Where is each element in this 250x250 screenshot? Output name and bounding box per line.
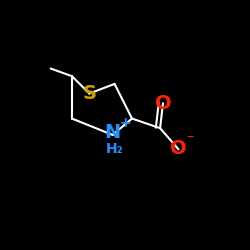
Text: S: S — [82, 84, 96, 103]
Text: O: O — [155, 94, 171, 113]
Text: H₂: H₂ — [106, 142, 124, 156]
Text: ⁻: ⁻ — [186, 132, 194, 146]
Text: +: + — [120, 116, 132, 130]
Text: O: O — [170, 139, 187, 158]
Text: N: N — [104, 124, 121, 142]
